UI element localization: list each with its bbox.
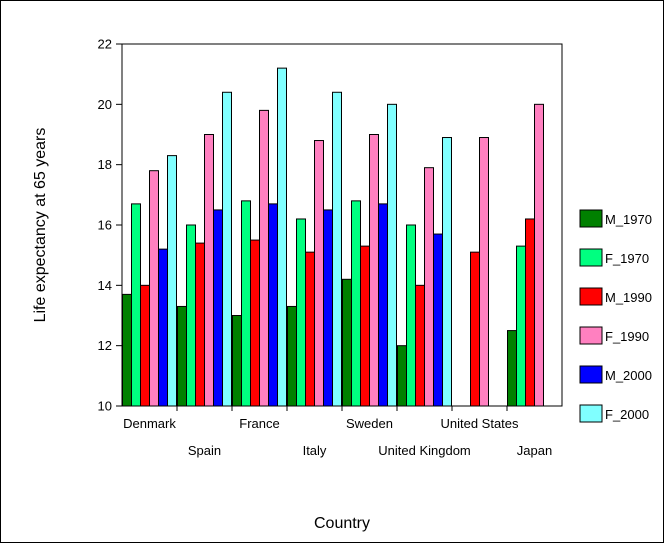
y-tick-label: 12 bbox=[98, 338, 112, 353]
legend-label-F_2000: F_2000 bbox=[605, 407, 649, 422]
bar-F_2000-italy bbox=[332, 91, 342, 407]
bar-M_1990-united-states bbox=[470, 251, 480, 407]
bar-M_1970-spain bbox=[177, 305, 187, 407]
bar-F_2000-sweden bbox=[387, 103, 397, 407]
legend-label-F_1970: F_1970 bbox=[605, 251, 649, 266]
y-axis-title: Life expectancy at 65 years bbox=[32, 128, 49, 323]
bar-F_1990-france bbox=[259, 109, 269, 407]
x-category-label: Sweden bbox=[346, 416, 393, 431]
legend: M_1970 F_1970 M_1990 F_1990 M_2000 F_2000 bbox=[579, 209, 652, 423]
bar-M_1970-sweden bbox=[342, 278, 352, 407]
y-tick-label: 10 bbox=[98, 399, 112, 414]
legend-swatch-M_1990 bbox=[579, 287, 603, 306]
bar-M_2000-italy bbox=[323, 209, 333, 407]
x-categories-group: Denmark Spain France Italy Sweden United King… bbox=[123, 406, 552, 458]
bar-F_1990-sweden bbox=[369, 134, 379, 407]
y-tick-label: 14 bbox=[98, 278, 112, 293]
x-category-label: Japan bbox=[517, 443, 552, 458]
bar-M_1990-spain bbox=[195, 242, 205, 407]
bar-F_2000-united-kingdom bbox=[442, 137, 452, 407]
bars-group bbox=[122, 67, 544, 407]
legend-swatch-M_1970 bbox=[579, 209, 603, 228]
bar-M_1970-japan bbox=[507, 330, 517, 407]
bar-F_1990-united-states bbox=[479, 137, 489, 407]
y-tick-label: 16 bbox=[98, 218, 112, 233]
x-axis-title: Country bbox=[314, 515, 370, 532]
x-category-label: France bbox=[239, 416, 279, 431]
bar-F_1970-denmark bbox=[131, 203, 141, 407]
bar-F_2000-spain bbox=[222, 91, 232, 407]
legend-swatch-F_1990 bbox=[579, 326, 603, 345]
x-category-label: Denmark bbox=[123, 416, 176, 431]
bar-F_1970-spain bbox=[186, 224, 196, 407]
x-category-label: United States bbox=[440, 416, 519, 431]
bar-M_1990-japan bbox=[525, 218, 535, 407]
bar-F_1970-france bbox=[241, 200, 251, 407]
bar-M_1990-denmark bbox=[140, 284, 150, 407]
bar-M_2000-spain bbox=[213, 209, 223, 407]
y-tick-label: 22 bbox=[98, 37, 112, 52]
bar-M_1970-france bbox=[232, 315, 242, 407]
x-category-label: Italy bbox=[303, 443, 327, 458]
bar-F_1970-japan bbox=[516, 245, 526, 407]
legend-label-F_1990: F_1990 bbox=[605, 329, 649, 344]
x-category-label: United Kingdom bbox=[378, 443, 471, 458]
y-tick-label: 20 bbox=[98, 97, 112, 112]
bar-M_1990-united-kingdom bbox=[415, 284, 425, 407]
y-ticks-group: 10 12 14 16 18 20 22 bbox=[98, 37, 122, 414]
bar-F_1990-japan bbox=[534, 103, 544, 407]
bar-M_1990-italy bbox=[305, 251, 315, 407]
legend-label-M_1990: M_1990 bbox=[605, 290, 652, 305]
legend-swatch-M_2000 bbox=[579, 365, 603, 384]
bar-M_1970-denmark bbox=[122, 293, 132, 407]
bar-F_1970-united-kingdom bbox=[406, 224, 416, 407]
bar-M_1970-italy bbox=[287, 305, 297, 407]
x-category-label: Spain bbox=[188, 443, 221, 458]
bar-M_1970-united-kingdom bbox=[397, 345, 407, 407]
bar-F_2000-denmark bbox=[167, 155, 177, 407]
bar-F_1990-united-kingdom bbox=[424, 167, 434, 407]
bar-F_2000-france bbox=[277, 67, 287, 407]
bar-F_1990-denmark bbox=[149, 170, 159, 407]
bar-M_1990-france bbox=[250, 239, 260, 407]
bar-F_1990-spain bbox=[204, 134, 214, 407]
bar-F_1970-sweden bbox=[351, 200, 361, 407]
legend-label-M_1970: M_1970 bbox=[605, 212, 652, 227]
bar-F_1970-italy bbox=[296, 218, 306, 407]
legend-label-M_2000: M_2000 bbox=[605, 368, 652, 383]
bar-F_1990-italy bbox=[314, 140, 324, 407]
bar-M_2000-france bbox=[268, 203, 278, 407]
legend-swatch-F_1970 bbox=[579, 248, 603, 267]
bar-M_2000-sweden bbox=[378, 203, 388, 407]
y-tick-label: 18 bbox=[98, 157, 112, 172]
bar-M_2000-united-kingdom bbox=[433, 233, 443, 407]
bar-M_2000-denmark bbox=[158, 248, 168, 407]
legend-swatch-F_2000 bbox=[579, 404, 603, 423]
bar-M_1990-sweden bbox=[360, 245, 370, 407]
